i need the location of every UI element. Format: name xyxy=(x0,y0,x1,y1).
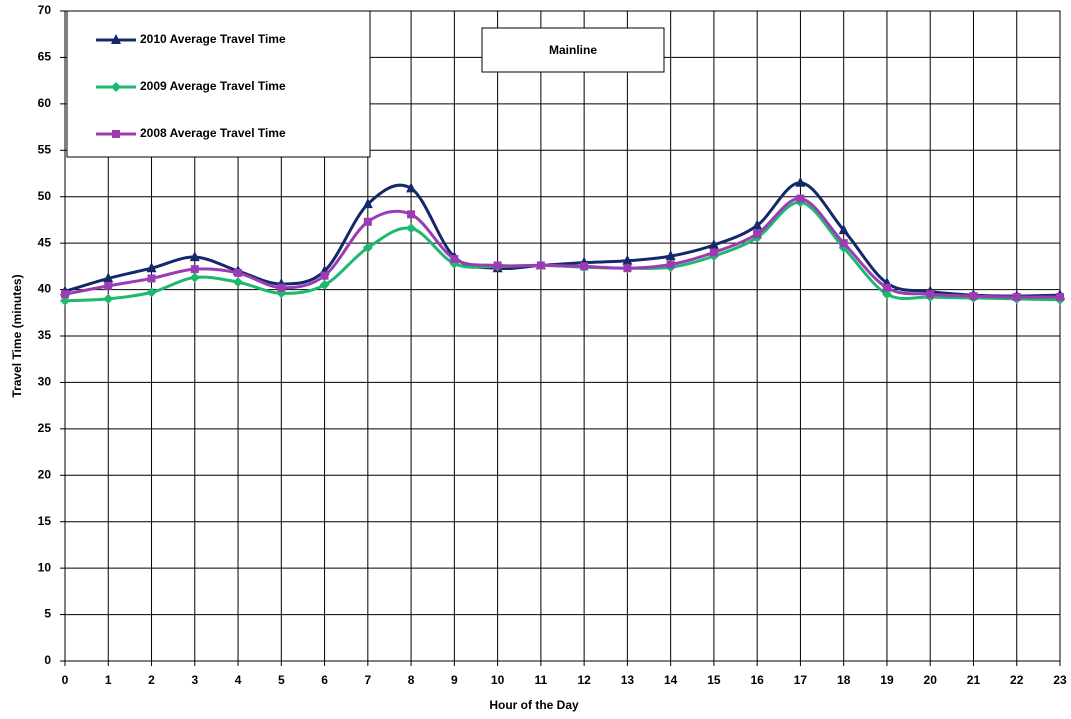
marker xyxy=(233,277,244,288)
x-tick-label: 7 xyxy=(364,673,371,687)
x-axis-label: Hour of the Day xyxy=(489,698,579,712)
marker xyxy=(277,283,286,292)
y-tick-label: 45 xyxy=(38,235,52,249)
x-tick-label: 8 xyxy=(408,673,415,687)
y-tick-label: 25 xyxy=(38,421,52,435)
x-tick-label: 3 xyxy=(191,673,198,687)
y-tick-label: 0 xyxy=(44,653,51,667)
y-tick-label: 70 xyxy=(38,3,52,17)
x-tick-label: 1 xyxy=(105,673,112,687)
y-tick-label: 50 xyxy=(38,189,52,203)
marker xyxy=(666,260,675,269)
x-tick-label: 2 xyxy=(148,673,155,687)
chart-title: Mainline xyxy=(549,43,597,57)
y-tick-label: 5 xyxy=(44,607,51,621)
marker xyxy=(839,239,848,248)
marker xyxy=(709,248,718,257)
marker xyxy=(406,223,417,234)
y-tick-label: 35 xyxy=(38,328,52,342)
marker xyxy=(622,254,633,265)
legend-marker xyxy=(112,130,120,138)
x-tick-label: 19 xyxy=(880,673,894,687)
x-tick-label: 13 xyxy=(621,673,635,687)
marker xyxy=(320,271,329,280)
x-tick-label: 5 xyxy=(278,673,285,687)
marker xyxy=(234,268,243,277)
y-tick-label: 60 xyxy=(38,96,52,110)
y-axis-label: Travel Time (minutes) xyxy=(10,274,24,397)
marker xyxy=(536,261,545,270)
y-tick-label: 40 xyxy=(38,282,52,296)
marker xyxy=(189,272,200,283)
marker xyxy=(580,262,589,271)
x-tick-label: 23 xyxy=(1053,673,1067,687)
y-tick-label: 15 xyxy=(38,514,52,528)
marker xyxy=(450,254,459,263)
marker xyxy=(362,198,373,209)
x-tick-label: 12 xyxy=(577,673,591,687)
x-tick-label: 18 xyxy=(837,673,851,687)
series-line xyxy=(64,200,1061,303)
x-tick-label: 20 xyxy=(924,673,938,687)
series-line xyxy=(64,197,1061,299)
x-tick-label: 9 xyxy=(451,673,458,687)
x-tick-label: 21 xyxy=(967,673,981,687)
marker xyxy=(406,182,417,193)
y-tick-label: 55 xyxy=(38,142,52,156)
marker xyxy=(189,251,200,262)
marker xyxy=(1056,293,1064,301)
marker xyxy=(796,194,805,203)
marker xyxy=(882,283,891,292)
x-tick-label: 22 xyxy=(1010,673,1024,687)
marker xyxy=(753,229,762,238)
x-tick-label: 4 xyxy=(235,673,242,687)
legend-label: 2008 Average Travel Time xyxy=(140,126,286,140)
marker xyxy=(103,293,114,304)
marker xyxy=(362,242,373,253)
x-tick-label: 10 xyxy=(491,673,505,687)
x-tick-label: 15 xyxy=(707,673,721,687)
x-tick-label: 11 xyxy=(535,673,548,687)
marker xyxy=(623,264,632,273)
legend-marker xyxy=(111,82,121,92)
marker xyxy=(147,274,156,283)
plot-frame xyxy=(64,10,1061,662)
marker xyxy=(104,281,113,290)
title-box xyxy=(481,27,665,73)
y-tick-label: 30 xyxy=(38,375,52,389)
marker xyxy=(752,219,763,230)
marker xyxy=(61,290,69,299)
x-tick-label: 17 xyxy=(794,673,808,687)
marker xyxy=(493,261,502,270)
x-tick-label: 6 xyxy=(321,673,328,687)
marker xyxy=(319,279,330,290)
legend-label: 2010 Average Travel Time xyxy=(140,32,286,46)
marker xyxy=(407,210,416,219)
marker xyxy=(795,176,806,187)
x-tick-label: 0 xyxy=(62,673,69,687)
marker xyxy=(969,292,978,301)
y-tick-label: 10 xyxy=(38,560,52,574)
marker xyxy=(708,239,719,249)
marker xyxy=(146,287,157,298)
marker xyxy=(1012,293,1021,301)
marker xyxy=(665,250,676,261)
x-tick-label: 16 xyxy=(750,673,764,687)
legend-label: 2009 Average Travel Time xyxy=(140,79,286,93)
y-tick-label: 20 xyxy=(38,467,52,481)
marker xyxy=(363,217,372,226)
marker xyxy=(103,272,114,283)
marker xyxy=(838,224,849,235)
marker xyxy=(146,262,157,273)
marker xyxy=(926,290,935,299)
legend-marker xyxy=(111,34,121,44)
x-tick-label: 14 xyxy=(664,673,678,687)
y-tick-label: 65 xyxy=(38,50,52,64)
marker xyxy=(190,265,199,274)
